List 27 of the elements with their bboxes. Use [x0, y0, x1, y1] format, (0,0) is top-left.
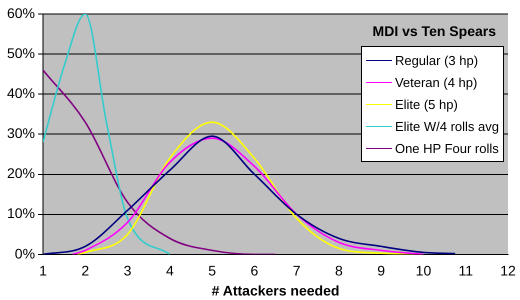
y-tick-label: 60% [6, 4, 36, 21]
x-tick-label: 9 [377, 262, 386, 279]
x-tick-label: 12 [500, 262, 516, 279]
x-tick-label: 2 [81, 262, 90, 279]
x-tick-label: 10 [416, 262, 432, 279]
y-tick-label: 10% [6, 205, 36, 222]
x-tick-label: 8 [335, 262, 344, 279]
legend-label: Veteran (4 hp) [394, 74, 478, 90]
legend-label: Regular (3 hp) [394, 52, 478, 68]
x-tick-label: 5 [208, 262, 216, 279]
x-tick-label: 1 [39, 262, 48, 279]
y-tick-label: 30% [6, 125, 36, 142]
x-tick-label: 3 [124, 262, 132, 279]
x-tick-label: 6 [250, 262, 258, 279]
x-axis-title: # Attackers needed [212, 282, 340, 298]
y-tick-label: 40% [6, 84, 36, 101]
y-tick-label: 20% [6, 165, 36, 182]
x-tick-label: 7 [292, 262, 301, 279]
x-tick-label: 11 [458, 262, 474, 279]
legend-label: Elite (5 hp) [394, 96, 458, 112]
y-tick-label: 50% [6, 44, 36, 61]
text: MDI vs Ten Spears [372, 23, 496, 39]
x-tick-label: 4 [166, 262, 174, 279]
legend-label: Elite W/4 rolls avg [394, 118, 499, 134]
line-series [43, 69, 276, 254]
y-tick-label: 0% [14, 245, 36, 262]
legend-label: One HP Four rolls [394, 140, 499, 156]
